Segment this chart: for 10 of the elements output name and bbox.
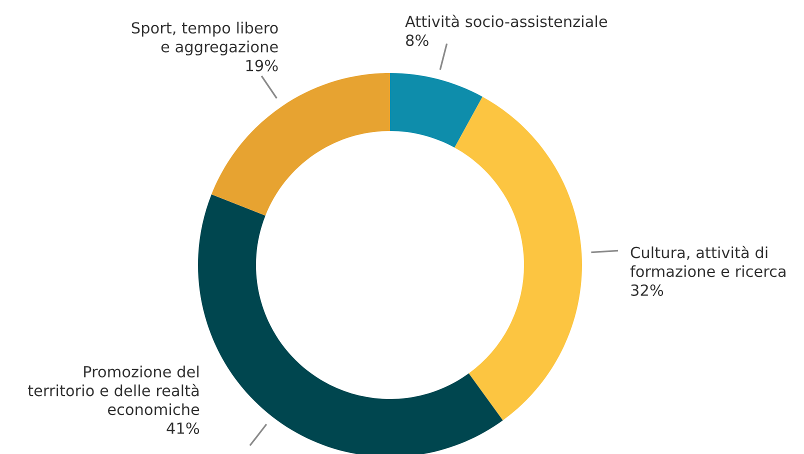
donut-slice xyxy=(211,73,390,216)
data-label: 19% xyxy=(246,60,278,72)
data-label: 8% xyxy=(406,34,428,46)
slice-label: Sport, tempo libero e aggregazione xyxy=(132,22,278,56)
slice-label: Cultura, attività di formazione e ricerca xyxy=(630,246,786,278)
slice-label: Promozione del territorio e delle realtà economiche xyxy=(28,366,200,416)
data-label: 41% xyxy=(166,422,200,434)
donut-slice xyxy=(390,73,482,148)
data-label: 32% xyxy=(631,284,664,296)
slice-label: Attività socio-assistenziale xyxy=(405,14,608,28)
